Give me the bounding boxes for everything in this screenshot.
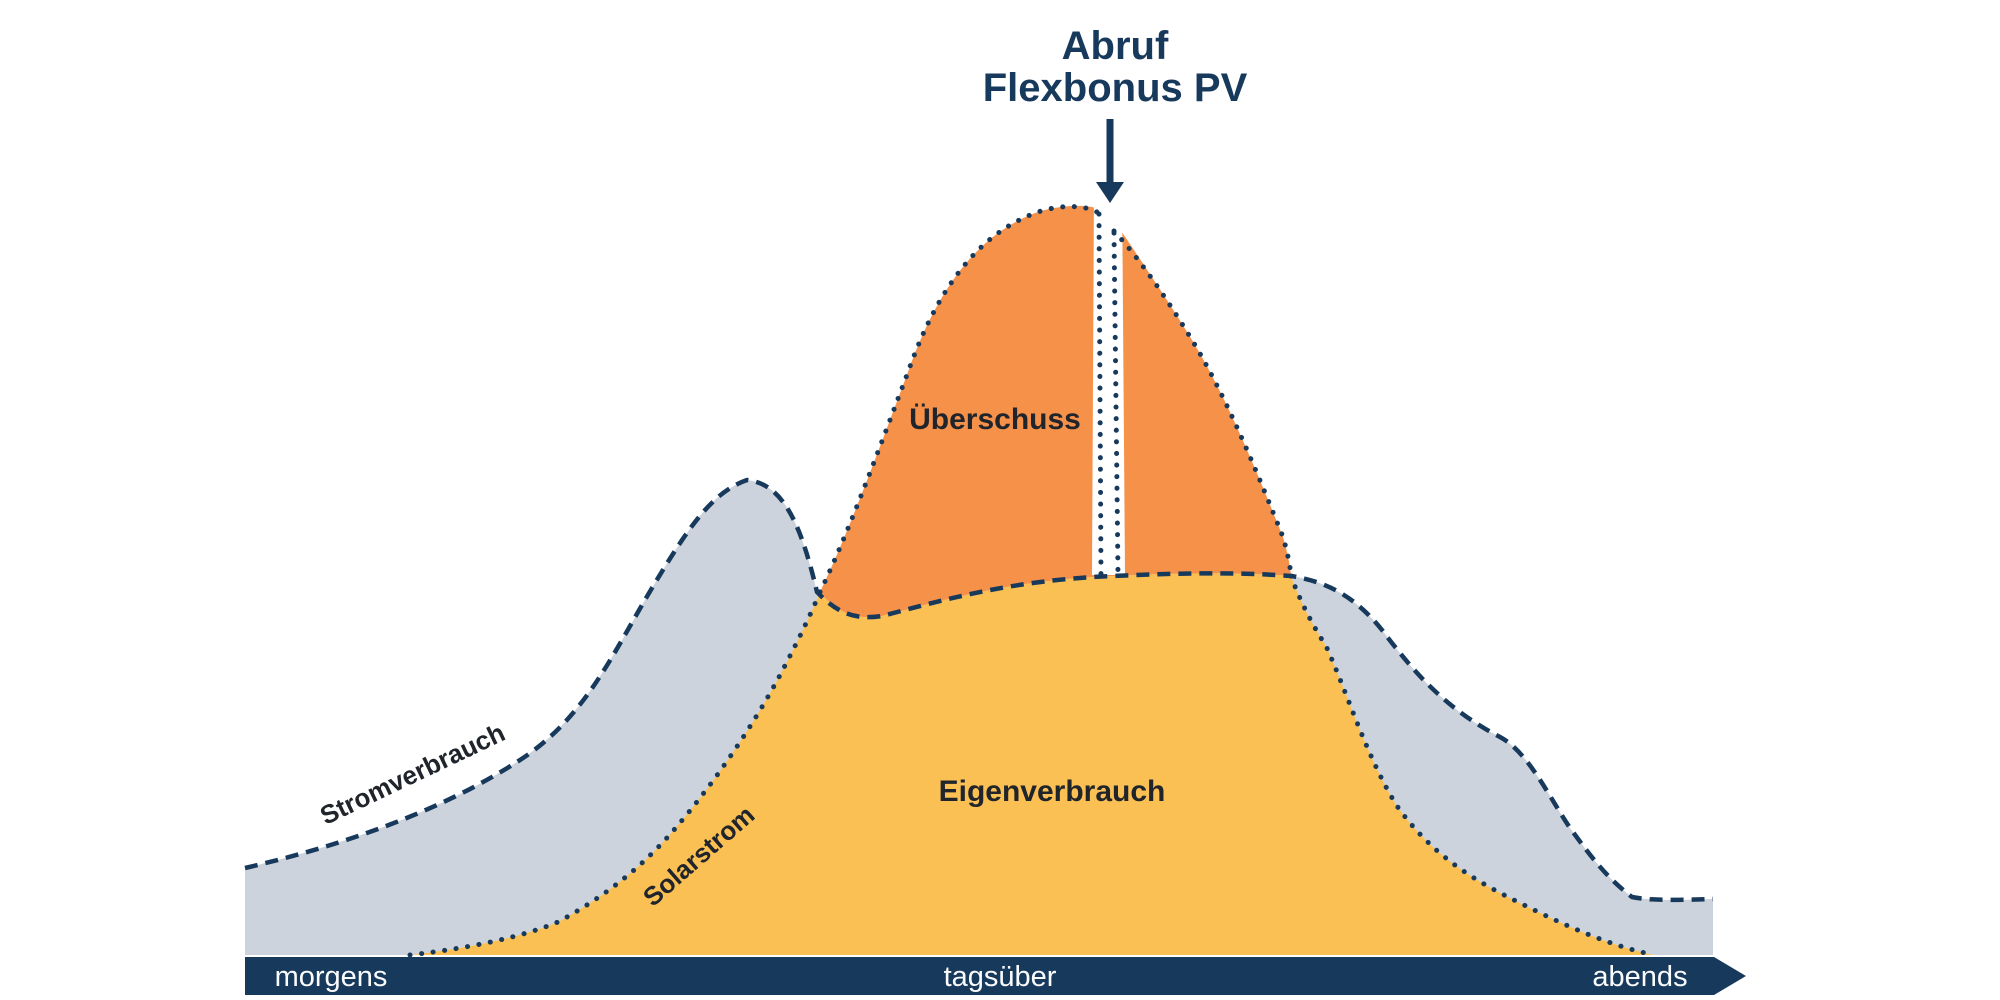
timeline-arrowhead-icon: [1714, 957, 1746, 995]
consumption-area-right: [1291, 576, 1713, 955]
surplus-area: [820, 205, 1291, 618]
self-consumption-label: Eigenverbrauch: [939, 775, 1166, 808]
consumption-curve: [244, 477, 1714, 903]
timeline-label-day: tagsüber: [944, 961, 1057, 993]
timeline-label-morning: morgens: [275, 961, 388, 993]
title-line-1: Abruf: [1062, 24, 1169, 68]
self-consumption-area: [410, 573, 1654, 955]
surplus-label: Überschuss: [909, 403, 1081, 436]
timeline-bar: [245, 957, 1714, 995]
flexbonus-arrow-icon: [1096, 119, 1124, 203]
flexbonus-slit: [1092, 186, 1125, 575]
consumption-area-left: [245, 480, 820, 955]
title-line-2: Flexbonus PV: [983, 66, 1248, 110]
solar-curve: [407, 204, 1657, 958]
timeline-label-evening: abends: [1592, 961, 1687, 993]
